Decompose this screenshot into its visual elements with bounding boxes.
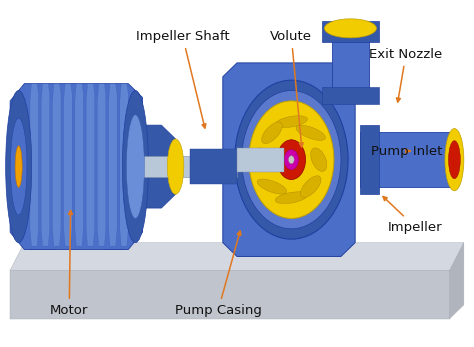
Ellipse shape	[242, 91, 341, 229]
Polygon shape	[120, 84, 128, 246]
Polygon shape	[136, 125, 175, 208]
Ellipse shape	[275, 116, 308, 128]
Text: Impeller Shaft: Impeller Shaft	[136, 30, 229, 128]
Ellipse shape	[277, 140, 306, 179]
Polygon shape	[75, 84, 83, 246]
Polygon shape	[109, 84, 117, 246]
Text: Pump Inlet: Pump Inlet	[371, 145, 443, 158]
Polygon shape	[10, 270, 450, 319]
Polygon shape	[86, 84, 95, 246]
Polygon shape	[190, 149, 237, 184]
Polygon shape	[105, 239, 131, 249]
Ellipse shape	[10, 118, 27, 215]
Polygon shape	[450, 243, 464, 319]
Ellipse shape	[448, 141, 460, 179]
Ellipse shape	[275, 192, 308, 204]
Text: Impeller: Impeller	[383, 196, 443, 234]
Polygon shape	[360, 132, 455, 187]
Ellipse shape	[284, 150, 299, 170]
Text: Pump Casing: Pump Casing	[174, 231, 262, 317]
Ellipse shape	[6, 91, 32, 243]
Polygon shape	[64, 84, 72, 246]
Polygon shape	[29, 239, 60, 249]
Ellipse shape	[127, 115, 145, 218]
Ellipse shape	[289, 156, 294, 164]
Ellipse shape	[256, 148, 272, 171]
Ellipse shape	[167, 139, 184, 194]
Polygon shape	[246, 239, 273, 249]
Polygon shape	[41, 84, 50, 246]
Polygon shape	[10, 243, 464, 270]
Ellipse shape	[324, 19, 376, 38]
Polygon shape	[53, 84, 61, 246]
Text: Exit Nozzle: Exit Nozzle	[369, 48, 443, 102]
Polygon shape	[223, 63, 355, 256]
Polygon shape	[237, 147, 284, 172]
Polygon shape	[322, 239, 348, 249]
Ellipse shape	[15, 146, 22, 187]
Text: Motor: Motor	[50, 211, 89, 317]
Polygon shape	[360, 125, 379, 194]
Ellipse shape	[445, 129, 464, 191]
Ellipse shape	[122, 91, 148, 243]
Ellipse shape	[249, 101, 334, 218]
Polygon shape	[97, 84, 106, 246]
Polygon shape	[322, 87, 379, 104]
Polygon shape	[30, 84, 38, 246]
Polygon shape	[10, 84, 143, 249]
Polygon shape	[322, 22, 379, 42]
Polygon shape	[136, 156, 237, 177]
Ellipse shape	[235, 80, 348, 239]
Ellipse shape	[262, 122, 283, 144]
Ellipse shape	[310, 148, 327, 171]
Polygon shape	[331, 28, 369, 98]
Ellipse shape	[257, 179, 287, 194]
Text: Volute: Volute	[270, 30, 312, 147]
Ellipse shape	[301, 176, 321, 197]
Ellipse shape	[296, 125, 326, 140]
